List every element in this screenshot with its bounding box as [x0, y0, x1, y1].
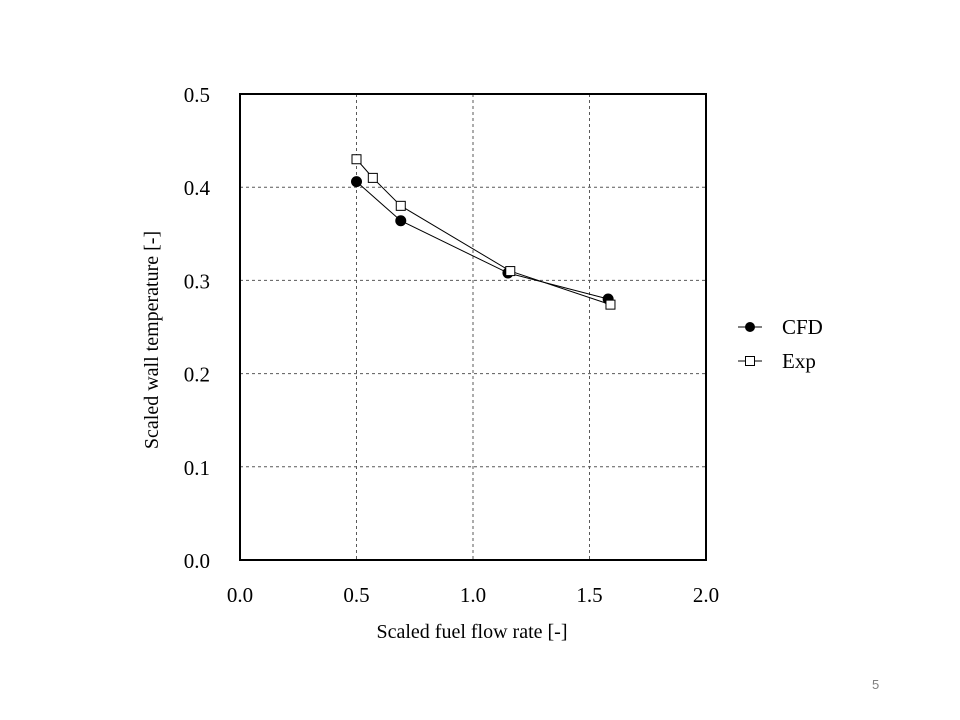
- legend-label-exp: Exp: [782, 349, 816, 373]
- x-tick-label: 1.5: [576, 583, 602, 607]
- y-axis-label: Scaled wall temperature [-]: [141, 231, 163, 449]
- data-point-exp: [367, 172, 378, 183]
- y-tick-label: 0.3: [184, 269, 210, 293]
- data-point-exp: [505, 266, 516, 277]
- y-tick-label: 0.1: [184, 456, 210, 480]
- x-axis-label: Scaled fuel flow rate [-]: [376, 621, 567, 643]
- x-tick-label: 1.0: [460, 583, 486, 607]
- y-tick-label: 0.2: [184, 363, 210, 387]
- plot-frame: [239, 93, 707, 561]
- legend-marker-exp: [745, 356, 755, 366]
- series-line-exp: [356, 158, 611, 306]
- data-point-exp: [605, 299, 616, 310]
- x-tick-label: 0.5: [343, 583, 369, 607]
- x-tick-label: 2.0: [693, 583, 719, 607]
- y-tick-label: 0.5: [184, 83, 210, 107]
- legend-marker-cfd: [745, 322, 755, 332]
- data-point-exp: [395, 200, 406, 211]
- data-point-cfd: [351, 176, 362, 188]
- data-point-exp: [351, 154, 362, 165]
- legend-label-cfd: CFD: [782, 315, 823, 339]
- y-tick-label: 0.0: [184, 549, 210, 573]
- series-line-cfd: [356, 181, 609, 300]
- page-number: 5: [872, 677, 880, 692]
- y-tick-label: 0.4: [184, 176, 211, 200]
- x-tick-label: 0.0: [227, 583, 253, 607]
- data-point-cfd: [395, 215, 407, 227]
